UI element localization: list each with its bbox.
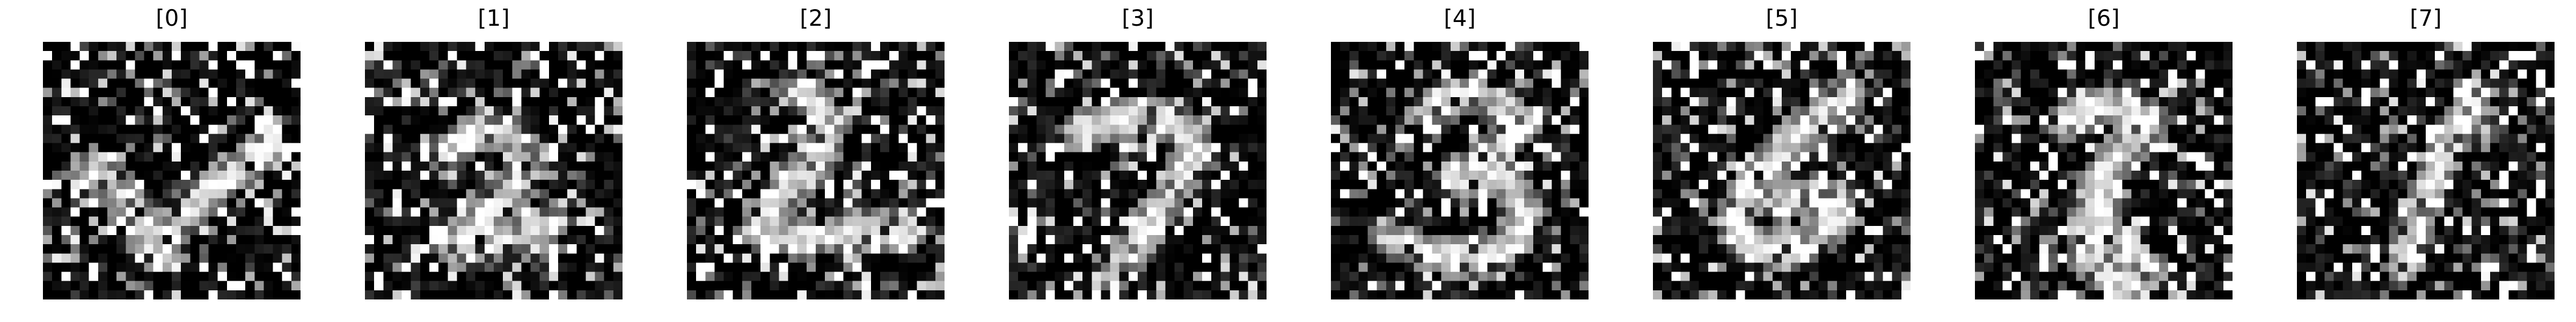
noisy-image [1653, 42, 1911, 299]
panel-6: [6] [1975, 0, 2233, 322]
noisy-image [2297, 42, 2555, 299]
panel-0: [0] [43, 0, 301, 322]
noisy-image [365, 42, 623, 299]
panel-1: [1] [365, 0, 623, 322]
panel-title: [7] [2410, 5, 2442, 31]
panel-title: [2] [800, 5, 832, 31]
panel-title: [3] [1122, 5, 1154, 31]
panel-title: [6] [2088, 5, 2120, 31]
panel-4: [4] [1331, 0, 1589, 322]
panel-title: [5] [1766, 5, 1798, 31]
noisy-image [1331, 42, 1589, 299]
noisy-image [1009, 42, 1267, 299]
panel-title: [0] [156, 5, 188, 31]
noisy-image [43, 42, 301, 299]
noisy-image [687, 42, 945, 299]
panel-title: [4] [1444, 5, 1476, 31]
noisy-image [1975, 42, 2233, 299]
panel-3: [3] [1009, 0, 1267, 322]
panel-7: [7] [2297, 0, 2555, 322]
panel-title: [1] [478, 5, 510, 31]
panel-2: [2] [687, 0, 945, 322]
panel-5: [5] [1653, 0, 1911, 322]
